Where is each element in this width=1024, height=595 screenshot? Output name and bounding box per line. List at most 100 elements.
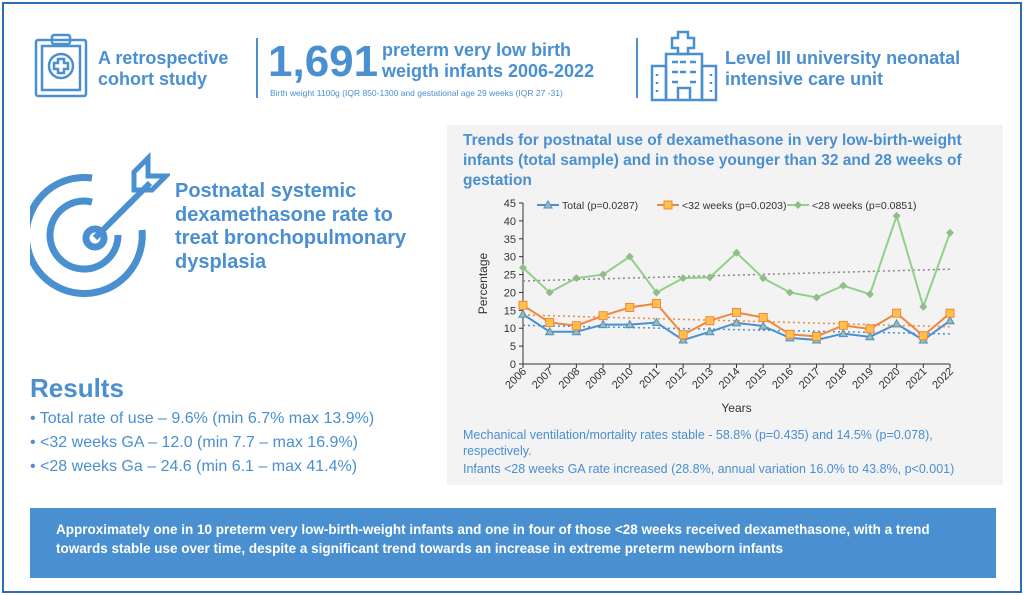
data-point — [625, 252, 634, 261]
y-tick-label: 5 — [510, 341, 516, 353]
ventilation-note: Mechanical ventilation/mortality rates s… — [463, 428, 933, 458]
data-point — [785, 288, 794, 297]
data-point — [732, 307, 741, 317]
data-point — [838, 328, 849, 338]
data-point — [545, 288, 554, 297]
y-tick-label: 40 — [504, 216, 516, 228]
chart-title: Trends for postnatal use of dexamethason… — [463, 132, 962, 189]
x-tick-label: 2022 — [930, 366, 956, 392]
data-point — [865, 290, 874, 299]
y-tick-label: 15 — [504, 305, 516, 317]
data-point — [946, 228, 954, 237]
data-point — [624, 319, 635, 329]
y-tick-label: 35 — [504, 234, 516, 246]
result-item: • Total rate of use – 9.6% (min 6.7% max… — [30, 410, 375, 427]
data-point — [865, 324, 875, 334]
data-point — [678, 330, 688, 340]
data-point — [598, 319, 608, 329]
chart-panel: Trends for postnatal use of dexamethason… — [447, 125, 1003, 485]
data-point — [865, 331, 875, 341]
result-item: • <28 weeks Ga – 24.6 (min 6.1 – max 41.… — [30, 458, 358, 475]
data-point — [519, 263, 527, 272]
data-point — [839, 281, 848, 290]
target-arrow-icon — [30, 151, 170, 297]
x-tick-label: 2021 — [904, 366, 930, 392]
y-tick-label: 20 — [504, 287, 516, 299]
legend-label: <28 weeks (p=0.0851) — [812, 200, 917, 212]
data-point — [652, 288, 661, 297]
trend-line — [522, 268, 951, 282]
extreme-preterm-note: Infants <28 weeks GA rate increased (28.… — [463, 462, 955, 476]
data-point — [892, 211, 901, 220]
headline: Postnatal systemic dexamethasone rate to… — [175, 180, 407, 273]
legend-marker — [543, 199, 553, 209]
x-tick-label: 2011 — [637, 366, 662, 391]
data-point — [785, 329, 795, 339]
result-item: • <32 weeks GA – 12.0 (min 7.7 – max 16.… — [30, 434, 358, 451]
data-point — [651, 299, 661, 309]
series-line — [522, 212, 951, 310]
x-tick-label: 2016 — [770, 366, 796, 392]
legend-label: Total (p=0.0287) — [562, 200, 638, 212]
data-point — [758, 321, 769, 330]
y-tick-label: 0 — [510, 359, 516, 371]
data-point — [892, 308, 902, 318]
data-point — [625, 302, 635, 312]
x-tick-label: 2017 — [797, 366, 823, 392]
y-tick-label: 30 — [504, 252, 516, 264]
x-axis-label: Years — [721, 401, 751, 415]
birth-weight-note: Birth weight 1100g (IQR 850-1300 and ges… — [270, 88, 563, 98]
data-point — [544, 326, 555, 336]
data-point — [705, 316, 715, 326]
data-point — [812, 331, 822, 341]
data-point — [705, 273, 714, 282]
data-point — [571, 326, 582, 336]
conclusion-banner: Approximately one in 10 preterm very low… — [30, 508, 996, 578]
y-tick-label: 25 — [504, 270, 516, 282]
data-point — [678, 335, 688, 344]
x-tick-label: 2007 — [530, 366, 556, 392]
data-point — [545, 317, 555, 327]
y-tick-label: 45 — [504, 198, 516, 210]
x-tick-label: 2008 — [557, 366, 583, 392]
data-point — [758, 312, 768, 322]
data-point — [812, 293, 821, 302]
legend-label: <32 weeks (p=0.0203) — [682, 200, 787, 212]
data-point — [571, 321, 581, 331]
data-point — [599, 270, 608, 279]
data-point — [732, 248, 741, 257]
x-tick-label: 2015 — [744, 366, 770, 392]
y-axis-label: Percentage — [476, 252, 490, 314]
data-point — [518, 309, 528, 318]
y-tick-label: 10 — [504, 323, 516, 335]
data-point — [919, 302, 928, 311]
results: Results • Total rate of use – 9.6% (min … — [30, 373, 450, 476]
x-tick-label: 2009 — [583, 366, 609, 392]
x-tick-label: 2019 — [850, 366, 876, 392]
x-tick-label: 2006 — [503, 366, 529, 392]
legend-marker — [794, 201, 802, 209]
results-title: Results — [30, 373, 124, 403]
x-tick-label: 2010 — [610, 366, 636, 392]
data-point — [759, 274, 768, 283]
data-point — [572, 274, 581, 283]
legend-marker — [663, 200, 673, 210]
count-description: preterm very low birth weigth infants 20… — [382, 40, 595, 81]
x-tick-label: 2012 — [663, 366, 689, 392]
infant-count: 1,691 — [268, 37, 379, 86]
x-tick-label: 2020 — [877, 366, 903, 392]
data-point — [598, 311, 608, 321]
x-tick-label: 2014 — [717, 366, 743, 392]
data-point — [704, 326, 715, 336]
data-point — [945, 315, 955, 325]
data-point — [651, 317, 662, 326]
hospital-icon — [650, 30, 718, 102]
clipboard-medical-icon — [34, 33, 88, 98]
data-point — [918, 331, 928, 341]
data-point — [518, 300, 528, 310]
data-point — [731, 317, 742, 327]
unit-description: Level III university neonatal intensive … — [725, 48, 961, 89]
data-point — [945, 308, 955, 318]
